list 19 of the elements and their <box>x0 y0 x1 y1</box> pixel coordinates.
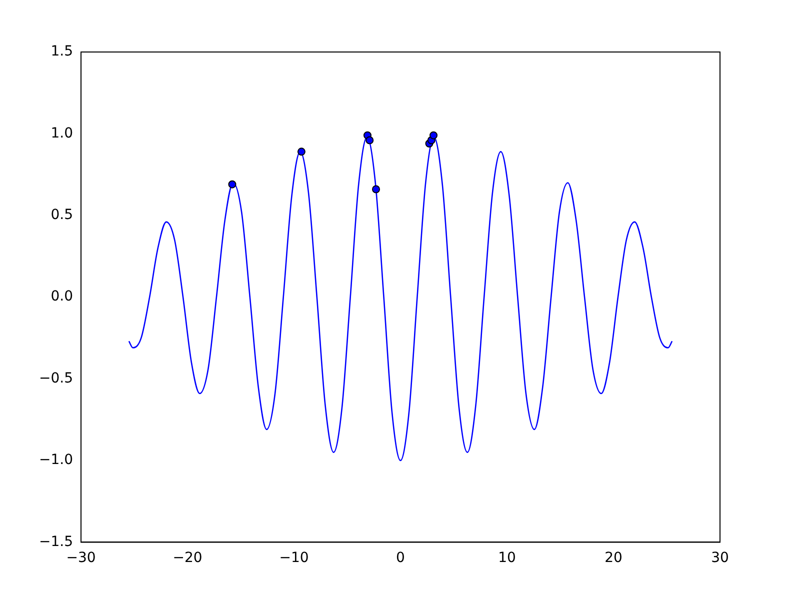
y-tick-label: −1.5 <box>38 534 73 550</box>
x-tick-label: −10 <box>279 550 309 566</box>
x-tick-label: 0 <box>396 550 405 566</box>
x-tick-label: −30 <box>66 550 96 566</box>
x-tick-label: −20 <box>172 550 202 566</box>
x-tick-label: 20 <box>604 550 622 566</box>
point <box>228 180 236 188</box>
y-tick-label: 1.5 <box>50 44 73 60</box>
point <box>366 136 374 144</box>
y-tick-label: 0.5 <box>50 207 73 224</box>
point <box>297 148 306 156</box>
point <box>372 185 380 194</box>
x-tick-label: 30 <box>711 550 729 566</box>
y-tick-label: 1.0 <box>50 125 73 142</box>
y-tick-label: −1.0 <box>38 452 73 468</box>
y-tick-label: −0.5 <box>38 370 73 386</box>
x-tick-label: 10 <box>498 550 516 566</box>
point <box>430 131 438 140</box>
y-tick-label: 0.0 <box>50 288 73 305</box>
